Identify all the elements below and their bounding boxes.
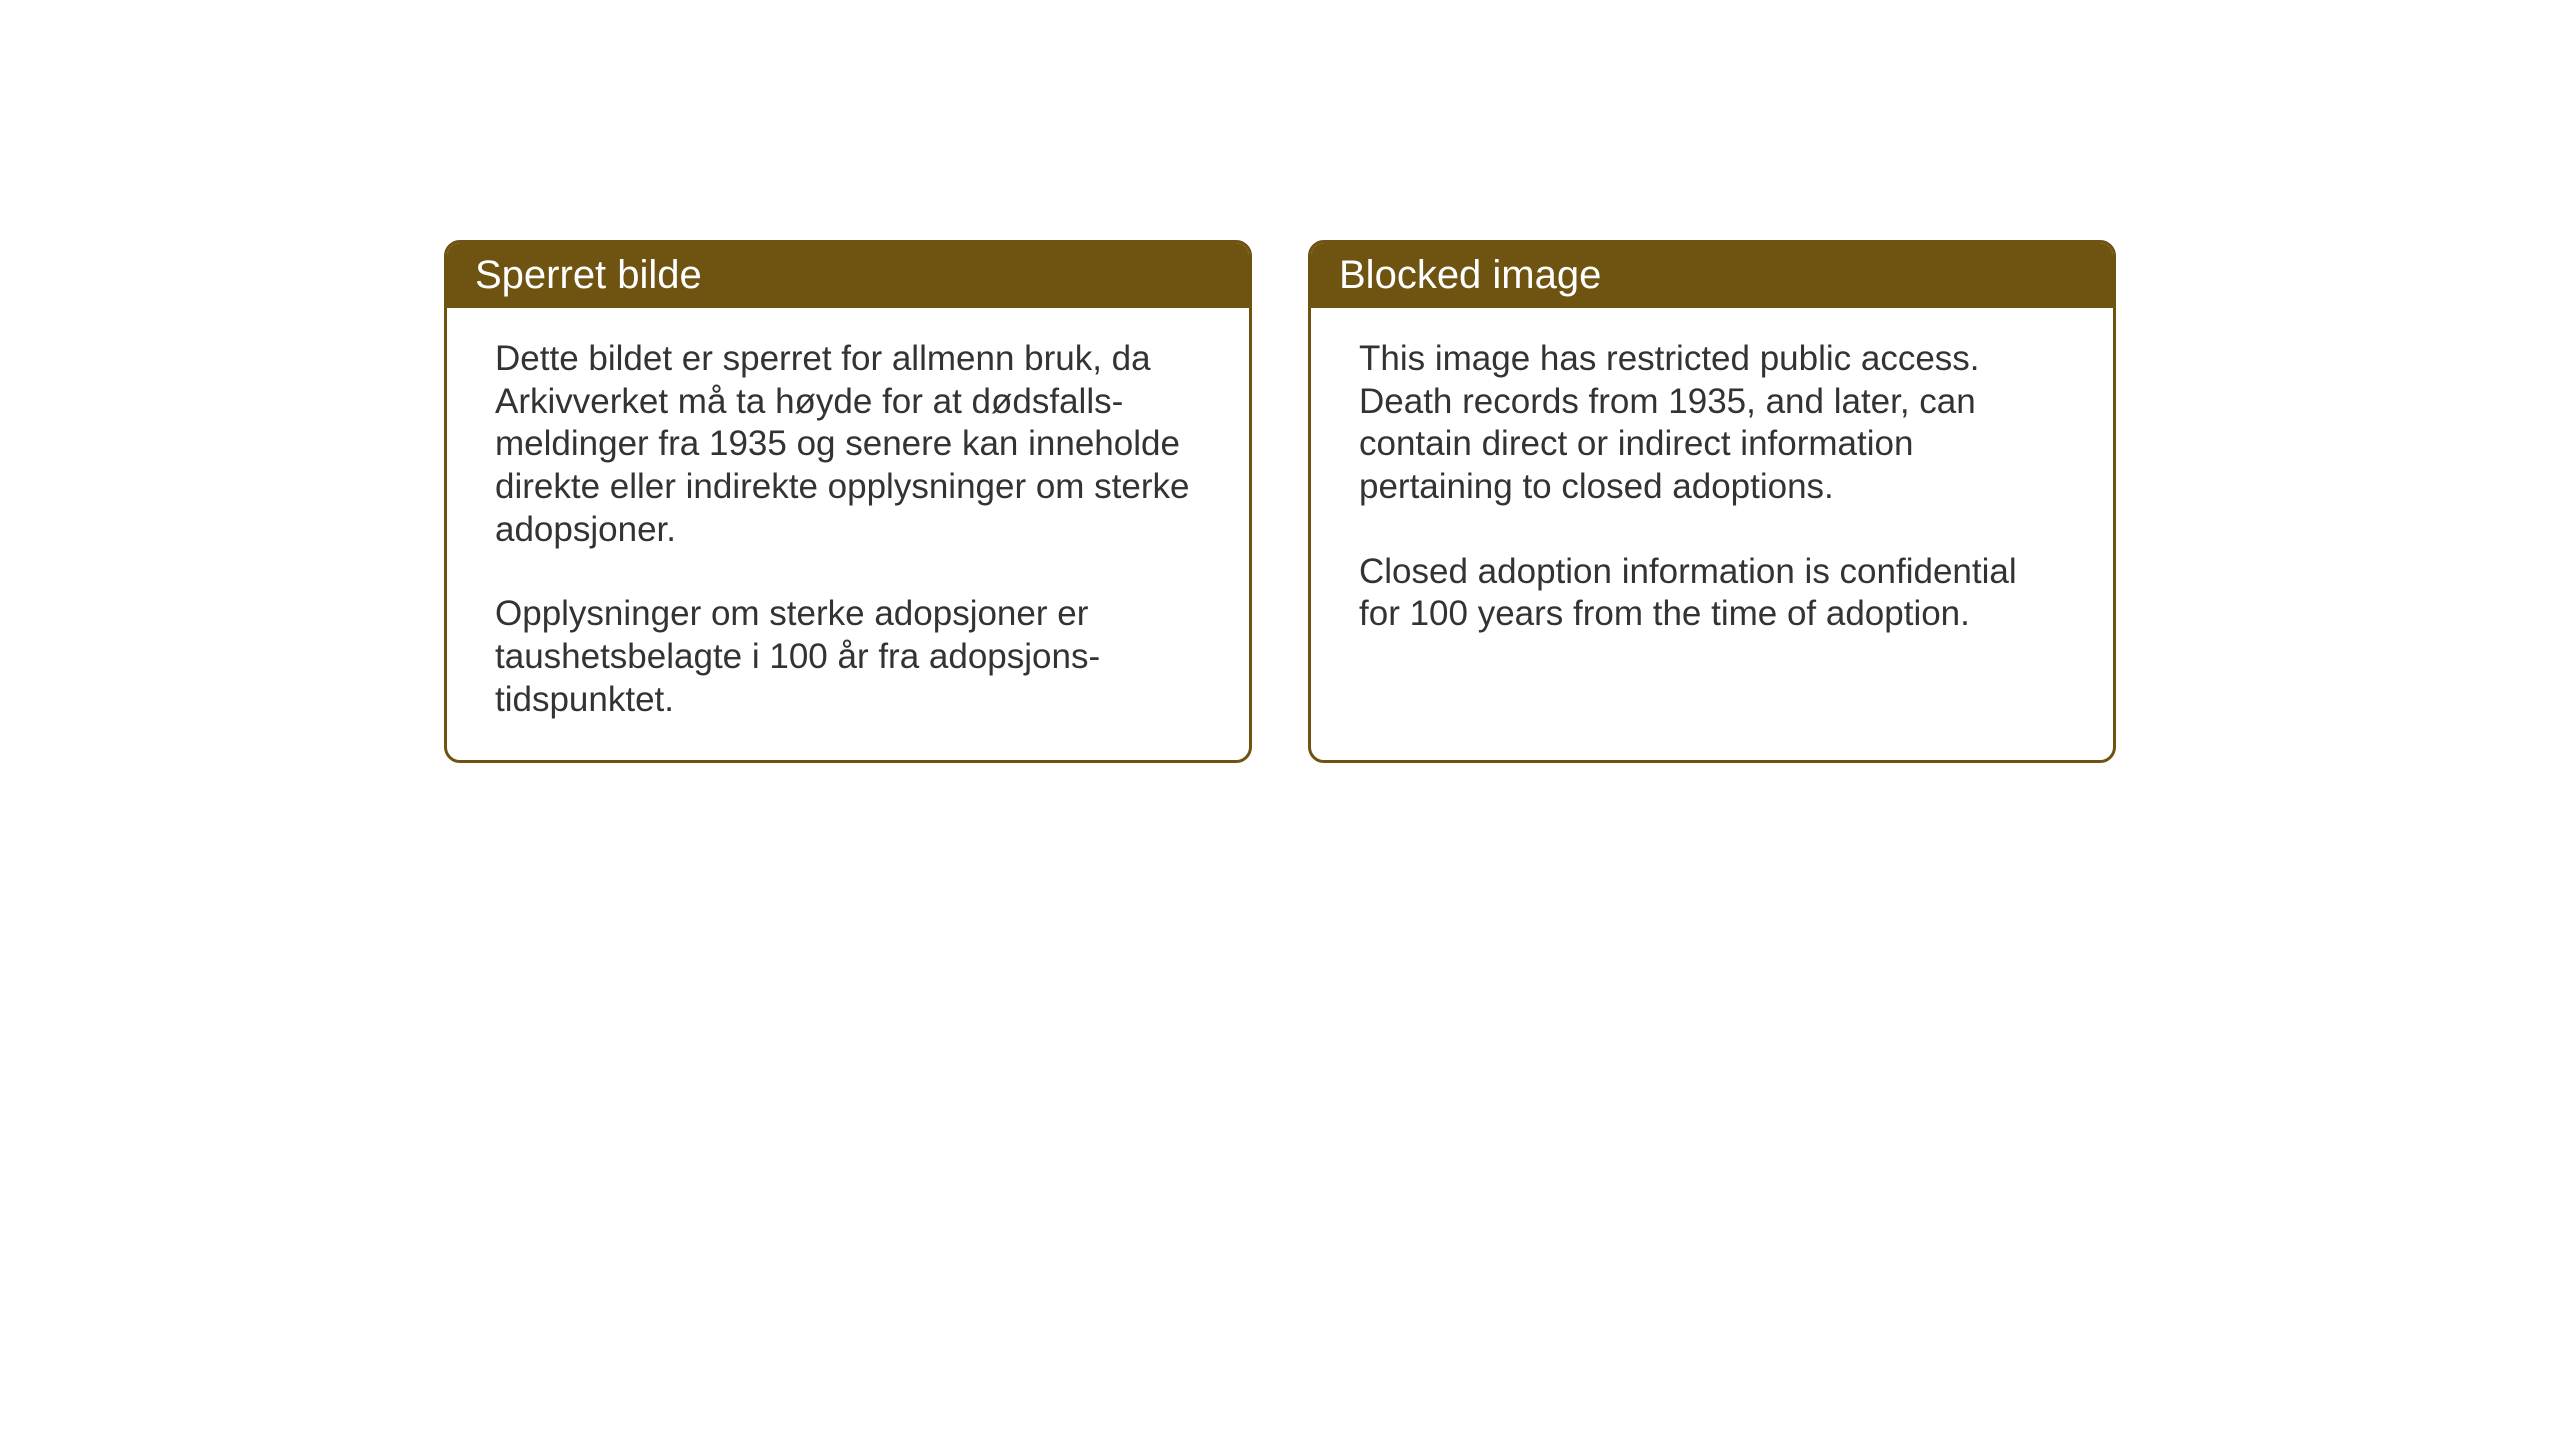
norwegian-paragraph-1: Dette bildet er sperret for allmenn bruk… <box>495 338 1201 551</box>
english-paragraph-2: Closed adoption information is confident… <box>1359 551 2065 636</box>
english-info-card: Blocked image This image has restricted … <box>1308 240 2116 763</box>
cards-container: Sperret bilde Dette bildet er sperret fo… <box>0 0 2560 763</box>
norwegian-card-body: Dette bildet er sperret for allmenn bruk… <box>447 308 1249 760</box>
norwegian-info-card: Sperret bilde Dette bildet er sperret fo… <box>444 240 1252 763</box>
english-paragraph-1: This image has restricted public access.… <box>1359 338 2065 509</box>
english-card-body: This image has restricted public access.… <box>1311 308 2113 748</box>
norwegian-paragraph-2: Opplysninger om sterke adopsjoner er tau… <box>495 593 1201 721</box>
norwegian-card-title: Sperret bilde <box>447 243 1249 308</box>
english-card-title: Blocked image <box>1311 243 2113 308</box>
